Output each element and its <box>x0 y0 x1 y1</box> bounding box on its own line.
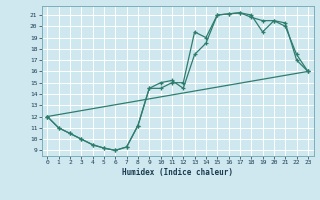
X-axis label: Humidex (Indice chaleur): Humidex (Indice chaleur) <box>122 168 233 177</box>
